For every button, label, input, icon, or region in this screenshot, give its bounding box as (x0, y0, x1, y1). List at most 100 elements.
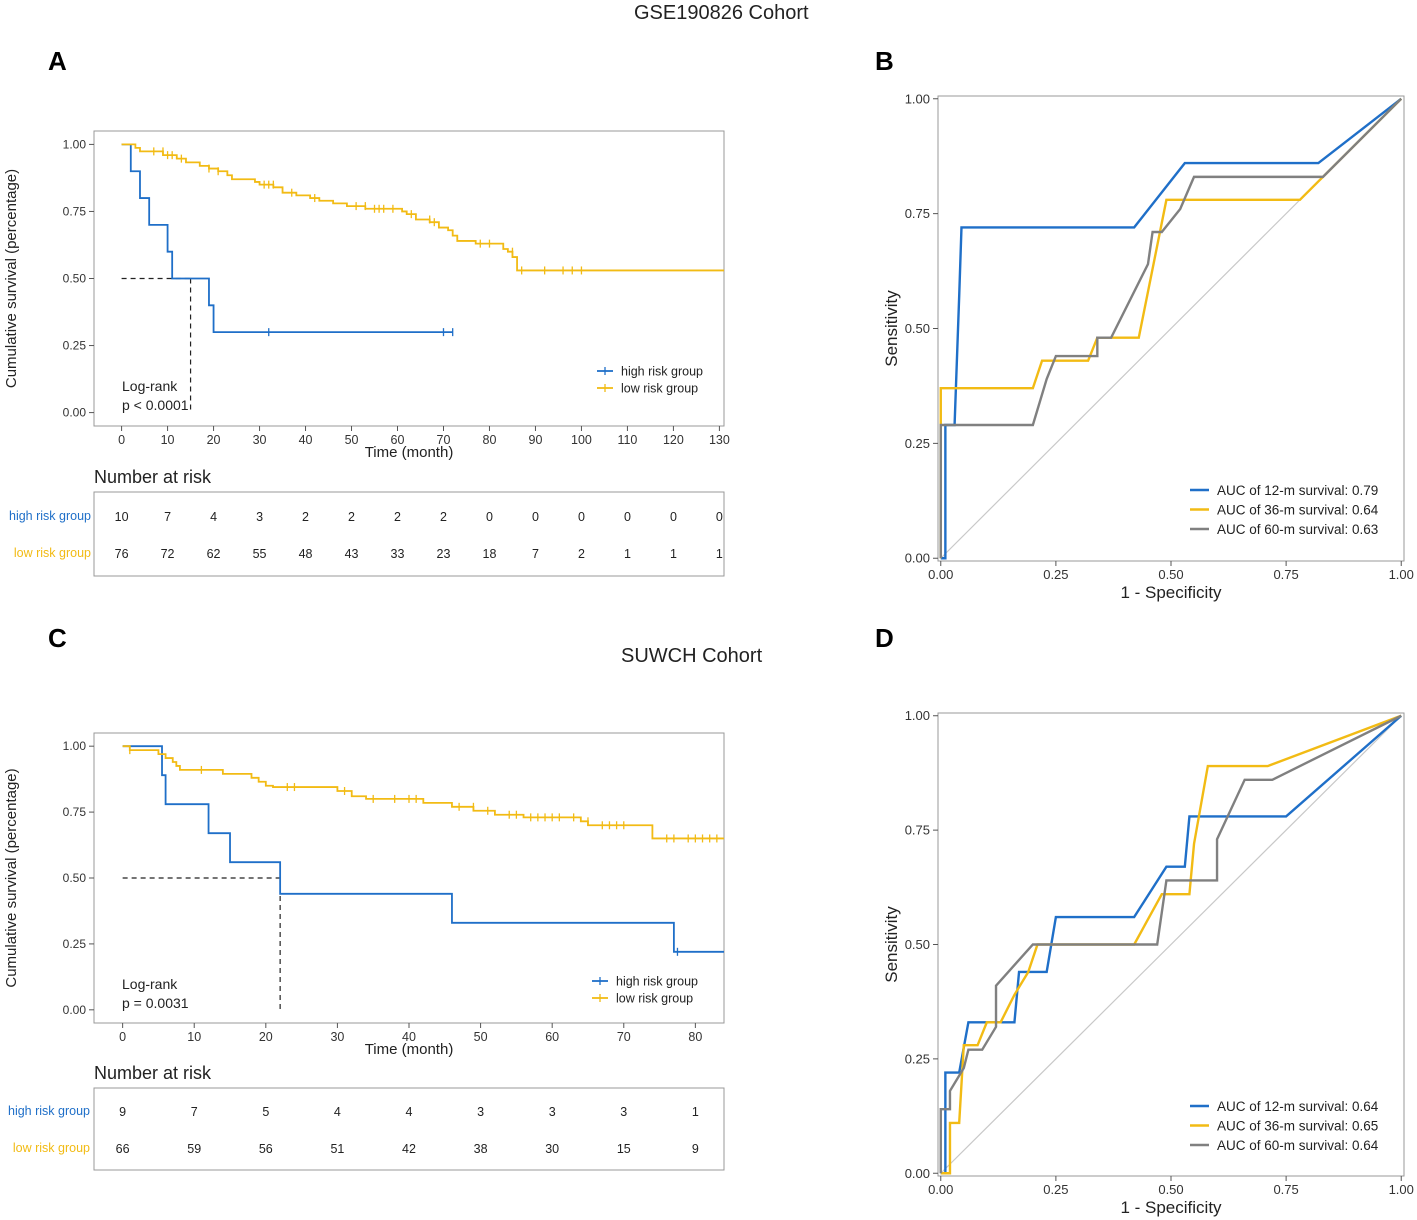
risk-count-a: 2 (348, 510, 355, 524)
risk-count-a: 1 (624, 547, 631, 561)
x-tick-label-a: 70 (437, 433, 451, 447)
x-tick-label-a: 110 (617, 433, 637, 447)
x-tick-label-a: 100 (571, 433, 592, 447)
risk-count-c: 66 (116, 1142, 130, 1156)
roc-curve-36-m-b (939, 97, 1403, 559)
x-tick-label-c: 0 (119, 1030, 126, 1044)
x-tick-label-d: 0.00 (928, 1182, 953, 1197)
x-axis-label-b: 1 - Specificity (1120, 583, 1222, 602)
risk-count-a: 7 (532, 547, 539, 561)
risk-count-a: 2 (440, 510, 447, 524)
legend-label-d-1: AUC of 36-m survival: 0.65 (1217, 1119, 1378, 1134)
y-axis-label-b: Sensitivity (882, 290, 901, 367)
x-tick-label-c: 30 (330, 1030, 344, 1044)
y-tick-label-a: 0.75 (63, 204, 87, 218)
x-tick-label-b: 0.00 (928, 567, 953, 582)
risk-count-a: 7 (164, 510, 171, 524)
risk-count-c: 51 (330, 1142, 344, 1156)
risk-count-c: 42 (402, 1142, 416, 1156)
y-tick-label-d: 0.75 (905, 823, 930, 838)
x-tick-label-c: 20 (259, 1030, 273, 1044)
risk-count-a: 0 (578, 510, 585, 524)
x-tick-label-a: 80 (483, 433, 497, 447)
panel-letter-c: C (48, 623, 67, 653)
risk-count-a: 3 (256, 510, 263, 524)
panel-letter-a: A (48, 46, 67, 76)
risk-count-c: 4 (334, 1105, 341, 1119)
y-tick-label-a: 0.25 (63, 339, 87, 353)
risk-row-label-c-1: low risk group (13, 1141, 90, 1155)
cohort-title-gse190826: GSE190826 Cohort (634, 2, 809, 24)
risk-count-c: 1 (692, 1105, 699, 1119)
risk-count-a: 4 (210, 510, 217, 524)
risk-count-c: 3 (620, 1105, 627, 1119)
y-tick-label-d: 0.50 (905, 937, 930, 952)
risk-count-a: 48 (299, 547, 313, 561)
y-tick-label-a: 1.00 (63, 137, 87, 151)
x-axis-label-c: Time (month) (365, 1041, 454, 1058)
km-curve-low-risk-group-c (122, 745, 724, 840)
risk-table-frame-c (93, 1087, 725, 1171)
x-tick-label-d: 0.25 (1043, 1182, 1068, 1197)
risk-count-a: 1 (716, 547, 723, 561)
y-tick-label-a: 0.50 (63, 272, 87, 286)
x-tick-label-c: 70 (617, 1030, 631, 1044)
panel-letter-b: B (875, 46, 894, 76)
x-tick-label-a: 0 (118, 433, 125, 447)
risk-count-a: 18 (483, 547, 497, 561)
legend-label-b-1: AUC of 36-m survival: 0.64 (1217, 503, 1379, 518)
risk-count-a: 2 (302, 510, 309, 524)
y-axis-label-a: Cumulative survival (percentage) (3, 169, 20, 388)
risk-count-a: 1 (670, 547, 677, 561)
risk-table-title-a: Number at risk (94, 467, 212, 487)
x-tick-label-a: 90 (529, 433, 543, 447)
x-tick-label-c: 60 (545, 1030, 559, 1044)
x-tick-label-a: 60 (391, 433, 405, 447)
risk-count-c: 15 (617, 1142, 631, 1156)
km-curve-low-risk-group-a (121, 143, 724, 272)
risk-count-a: 76 (115, 547, 129, 561)
risk-count-a: 0 (670, 510, 677, 524)
log-rank-label-c: Log-rank (122, 976, 178, 992)
risk-count-c: 9 (119, 1105, 126, 1119)
legend-label-c-1: low risk group (616, 992, 693, 1006)
risk-count-a: 33 (391, 547, 405, 561)
x-tick-label-a: 40 (299, 433, 313, 447)
risk-count-a: 43 (345, 547, 359, 561)
y-tick-label-b: 1.00 (905, 91, 930, 106)
y-tick-label-a: 0.00 (63, 406, 87, 420)
x-tick-label-c: 10 (187, 1030, 201, 1044)
risk-count-a: 72 (161, 547, 175, 561)
cohort-title-suwch: SUWCH Cohort (621, 645, 763, 667)
x-axis-label-a: Time (month) (365, 444, 454, 461)
risk-count-a: 62 (207, 547, 221, 561)
risk-count-a: 2 (578, 547, 585, 561)
risk-row-label-c-0: high risk group (8, 1104, 90, 1118)
x-tick-label-d: 0.50 (1158, 1182, 1183, 1197)
x-tick-label-a: 130 (709, 433, 730, 447)
x-tick-label-c: 80 (688, 1030, 702, 1044)
x-tick-label-a: 50 (345, 433, 359, 447)
risk-count-c: 4 (406, 1105, 413, 1119)
roc-curve-60-m-b (939, 97, 1403, 559)
risk-table-title-c: Number at risk (94, 1063, 212, 1083)
y-tick-label-c: 0.25 (63, 937, 87, 951)
p-value-label-a: p < 0.0001 (122, 397, 189, 413)
x-tick-label-b: 0.75 (1273, 567, 1298, 582)
legend-label-b-0: AUC of 12-m survival: 0.79 (1217, 483, 1378, 498)
risk-count-c: 7 (191, 1105, 198, 1119)
log-rank-label-a: Log-rank (122, 378, 178, 394)
risk-row-label-a-0: high risk group (9, 509, 91, 523)
y-tick-label-b: 0.75 (905, 206, 930, 221)
y-axis-label-c: Cumulative survival (percentage) (3, 768, 20, 987)
x-tick-label-c: 40 (402, 1030, 416, 1044)
x-tick-label-b: 0.25 (1043, 567, 1068, 582)
y-axis-label-d: Sensitivity (882, 906, 901, 983)
legend-label-a-1: low risk group (621, 382, 698, 396)
x-tick-label-c: 50 (474, 1030, 488, 1044)
x-tick-label-a: 120 (663, 433, 684, 447)
risk-count-a: 0 (716, 510, 723, 524)
risk-row-label-a-1: low risk group (14, 546, 91, 560)
risk-count-a: 55 (253, 547, 267, 561)
x-axis-label-d: 1 - Specificity (1120, 1198, 1222, 1217)
